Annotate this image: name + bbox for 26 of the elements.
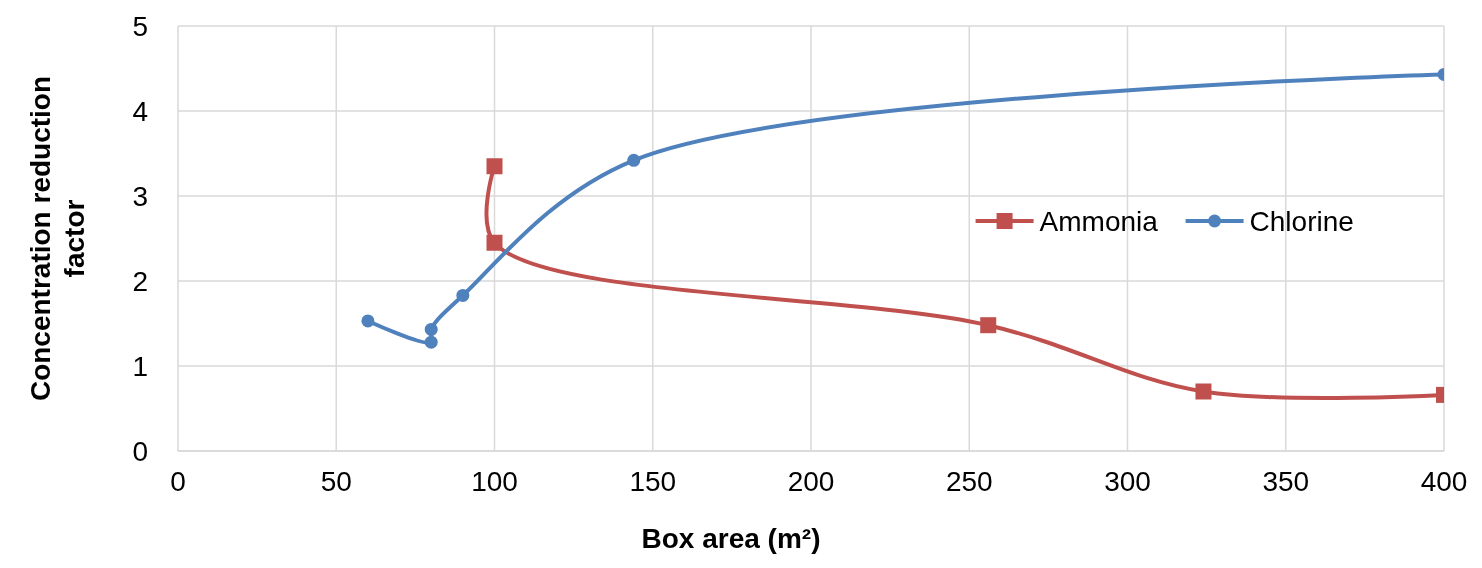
x-tick-label: 400 <box>1420 466 1468 497</box>
legend-label: Ammonia <box>1039 206 1159 237</box>
y-tick-label: 5 <box>132 11 148 42</box>
x-tick-label: 250 <box>945 466 993 497</box>
x-tick-label: 150 <box>629 466 677 497</box>
y-tick-label: 4 <box>132 96 148 127</box>
point <box>424 322 438 336</box>
x-tick-label: 200 <box>787 466 835 497</box>
x-axis-title: Box area (m²) <box>641 523 821 554</box>
point <box>627 153 641 167</box>
point <box>361 314 375 328</box>
y-tick-label: 0 <box>132 436 148 467</box>
x-tick-label: 300 <box>1104 466 1151 497</box>
x-tick-label: 350 <box>1262 466 1310 497</box>
y-axis-title: Concentration reduction factor <box>25 75 90 402</box>
point <box>486 234 503 251</box>
y-tick-label: 3 <box>132 181 148 212</box>
point <box>486 158 503 175</box>
x-tick-label: 50 <box>320 466 352 497</box>
point <box>456 288 470 302</box>
y-tick-label: 2 <box>132 266 148 297</box>
x-tick-label: 100 <box>471 466 518 497</box>
point <box>424 335 438 349</box>
y-tick-label: 1 <box>132 351 148 382</box>
x-tick-label: 0 <box>170 466 186 497</box>
legend-label: Chlorine <box>1249 206 1354 237</box>
